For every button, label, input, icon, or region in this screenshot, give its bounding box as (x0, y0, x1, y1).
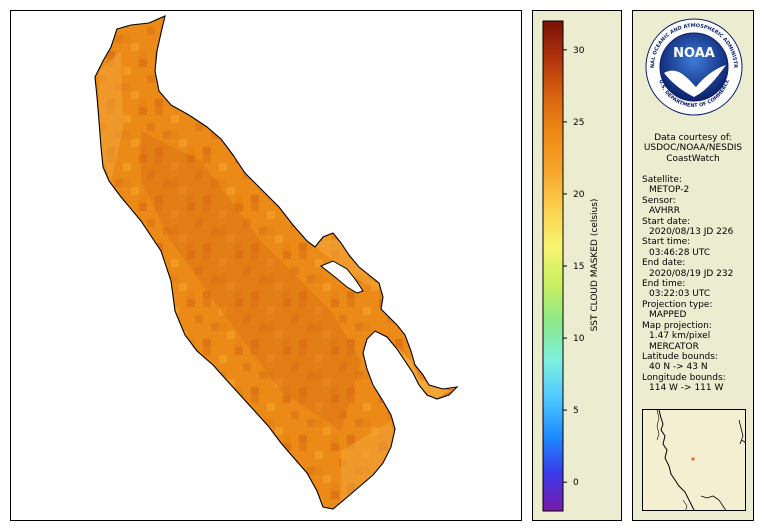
border-line (700, 495, 727, 510)
antelope-island (320, 260, 364, 294)
colorbar: 0 5 10 15 20 25 30 SST CLOUD MASKED (celsius) (542, 20, 600, 512)
lake-sst-raster (95, 16, 457, 509)
satellite-label: Satellite: (642, 175, 682, 185)
colorbar-panel: 0 5 10 15 20 25 30 SST CLOUD MASKED (celsius) (532, 10, 622, 521)
colorbar-tick-label: 25 (573, 118, 584, 128)
colorbar-tick-label: 30 (573, 46, 585, 56)
sst-map (10, 10, 522, 521)
start-date-label: Start date: (642, 216, 691, 227)
east-shoreline (740, 439, 745, 444)
locator-map (642, 409, 746, 511)
seagull-icon (664, 65, 726, 97)
courtesy-line-3: CoastWatch (666, 153, 720, 164)
baja-coast (682, 499, 688, 510)
projection-type-value: MAPPED (649, 310, 687, 321)
map-projection-label: Map projection: (642, 320, 712, 331)
sensor-label: Sensor: (642, 195, 676, 206)
satellite-value: METOP-2 (649, 185, 690, 196)
end-time-value: 03:22:03 UTC (649, 289, 711, 300)
location-marker (691, 457, 695, 461)
locator-map-svg (656, 410, 745, 510)
noaa-logo: NOAA NATIONAL OCEANIC AND ATMOSPHERIC AD… (642, 13, 744, 117)
coastline-detail (656, 410, 660, 441)
colorbar-tick-label: 10 (573, 334, 585, 344)
sensor-value: AVHRR (649, 206, 681, 217)
projection-type-label: Projection type: (642, 299, 713, 310)
courtesy-line-2: USDOC/NOAA/NESDIS (643, 143, 743, 154)
longitude-bounds-label: Longitude bounds: (642, 372, 726, 383)
colorbar-tick-label: 20 (573, 190, 585, 200)
lake-map-svg (94, 15, 458, 510)
start-date-value: 2020/08/13 JD 226 (649, 227, 734, 238)
start-time-value: 03:46:28 UTC (649, 247, 711, 258)
latitude-bounds-value: 40 N -> 43 N (649, 362, 708, 373)
metadata-list: Satellite: METOP-2 Sensor: AVHRR Start d… (642, 175, 754, 394)
colorbar-gradient (542, 20, 564, 512)
colorbar-tick-label: 15 (573, 262, 584, 272)
start-time-label: Start time: (642, 237, 691, 248)
colorbar-tick-label: 5 (573, 406, 579, 416)
logo-wordmark: NOAA (673, 46, 715, 61)
colorbar-tick-label: 0 (573, 478, 579, 488)
west-coastline (658, 410, 695, 510)
map-projection-value: 1.47 km/pixel (649, 331, 711, 342)
latitude-bounds-label: Latitude bounds: (642, 351, 718, 362)
colorbar-ticks: 0 5 10 15 20 25 30 (563, 46, 585, 488)
map-projection-value-2: MERCATOR (649, 341, 699, 352)
data-courtesy: Data courtesy of: USDOC/NOAA/NESDIS Coas… (633, 133, 753, 164)
longitude-bounds-value: 114 W -> 111 W (649, 383, 724, 394)
info-panel: NOAA NATIONAL OCEANIC AND ATMOSPHERIC AD… (632, 10, 754, 521)
end-time-label: End time: (642, 279, 686, 290)
courtesy-line-1: Data courtesy of: (654, 133, 732, 143)
colorbar-title: SST CLOUD MASKED (celsius) (590, 199, 600, 332)
end-date-value: 2020/08/19 JD 232 (649, 268, 734, 279)
end-date-label: End date: (642, 258, 686, 269)
